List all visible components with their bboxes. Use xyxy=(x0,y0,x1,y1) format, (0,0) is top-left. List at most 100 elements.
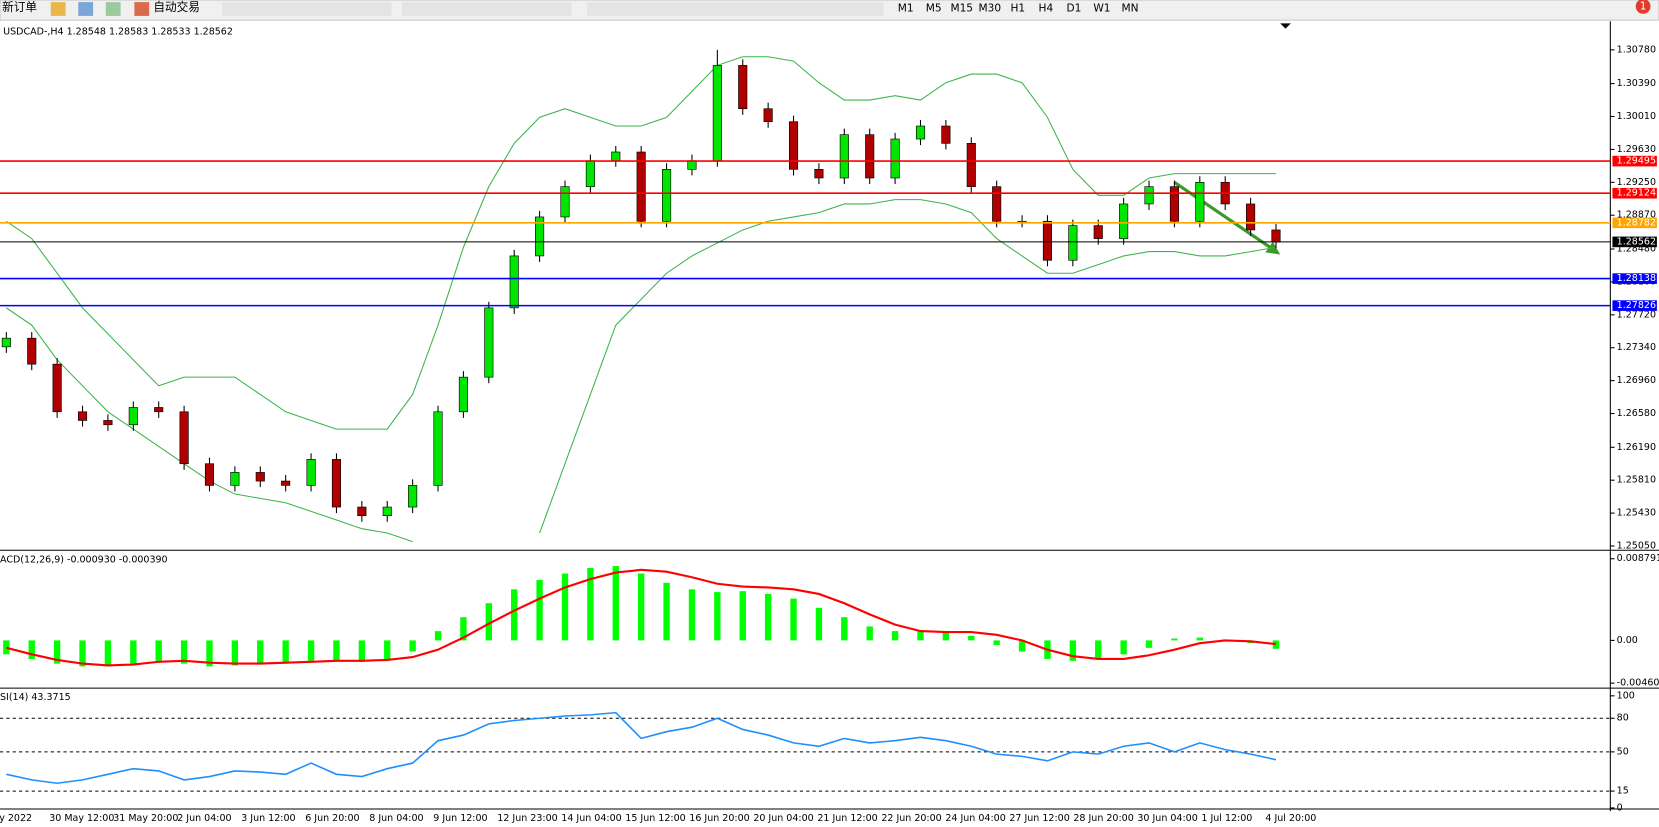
level-tag xyxy=(1612,273,1657,284)
candle-body xyxy=(281,480,291,486)
macd-bar xyxy=(688,589,696,641)
icon[interactable] xyxy=(105,2,121,16)
x-tick-label: 28 Jun 20:00 xyxy=(1073,813,1133,824)
rsi-label: 80 xyxy=(1617,713,1629,724)
macd-label: ACD(12,26,9) -0.000930 -0.000390 xyxy=(0,554,168,565)
candle-body xyxy=(941,125,951,144)
candle-body xyxy=(1068,225,1078,261)
badge-count: 1 xyxy=(1640,0,1647,12)
candle-body xyxy=(1,337,11,348)
timeframe[interactable]: H1 xyxy=(1010,2,1025,14)
x-tick-label: 12 Jun 23:00 xyxy=(497,813,557,824)
candle-body xyxy=(27,337,37,365)
price-label: 1.29250 xyxy=(1617,177,1656,188)
price-label: 1.28480 xyxy=(1617,243,1656,254)
price-label: 1.26190 xyxy=(1617,442,1656,453)
macd-bar xyxy=(714,592,721,641)
timeframe[interactable]: M1 xyxy=(898,2,914,14)
macd-bar xyxy=(1145,640,1153,648)
candle-body xyxy=(306,459,316,486)
timeframe[interactable]: M15 xyxy=(950,2,973,14)
macd-bar xyxy=(485,603,492,641)
candle-body xyxy=(1271,229,1281,243)
candle-body xyxy=(966,143,976,187)
candle-body xyxy=(154,407,164,413)
candle-body xyxy=(1195,181,1205,222)
macd-label: 0.008791 xyxy=(1617,553,1659,564)
timeframe[interactable]: M5 xyxy=(926,2,942,14)
candle-body xyxy=(687,160,697,170)
x-tick-label: 15 Jun 12:00 xyxy=(625,813,685,824)
timeframe[interactable]: MN xyxy=(1121,2,1138,14)
macd-bar xyxy=(587,567,594,641)
candle-body xyxy=(103,420,113,426)
new-order[interactable]: 新订单 xyxy=(2,0,37,14)
price-label: 1.30780 xyxy=(1617,44,1656,55)
macd-bar xyxy=(663,582,670,641)
candle-body xyxy=(636,151,646,222)
candle-body xyxy=(52,363,62,413)
drawing-tools[interactable] xyxy=(587,2,884,16)
level-label: 1.29495 xyxy=(1617,156,1656,167)
macd-bar xyxy=(993,640,1000,646)
macd-bar xyxy=(612,566,619,641)
candle-body xyxy=(1042,220,1053,261)
macd-bar xyxy=(942,631,950,641)
candle-body xyxy=(509,255,519,309)
tool-icons[interactable] xyxy=(222,2,392,16)
rsi-label: 100 xyxy=(1617,690,1635,701)
macd-bar xyxy=(917,631,924,641)
candle-body xyxy=(382,506,392,517)
candle-body xyxy=(1246,203,1256,231)
candle-body xyxy=(915,125,926,140)
level-label: 1.28562 xyxy=(1617,236,1656,247)
timeframe[interactable]: D1 xyxy=(1066,2,1081,14)
macd-bar xyxy=(384,640,391,659)
x-tick-label: 1 Jul 12:00 xyxy=(1201,813,1252,824)
macd-bar xyxy=(637,573,645,641)
x-tick-label: 8 Jun 04:00 xyxy=(369,813,423,824)
price-label: 1.29630 xyxy=(1617,144,1656,155)
auto-trading[interactable]: 自动交易 xyxy=(153,0,200,14)
macd-bar xyxy=(206,640,213,667)
macd-bar xyxy=(28,640,35,659)
price-label: 1.30010 xyxy=(1617,111,1656,122)
x-tick-label: 14 Jun 04:00 xyxy=(561,813,621,824)
timeframe[interactable]: H4 xyxy=(1039,2,1054,14)
macd-bar xyxy=(53,640,61,664)
level-tag xyxy=(1612,155,1657,167)
x-tick-label: 16 Jun 20:00 xyxy=(689,813,749,824)
macd-bar xyxy=(155,640,162,661)
x-tick-label: 6 Jun 20:00 xyxy=(305,813,359,824)
timeframe[interactable]: W1 xyxy=(1093,2,1110,14)
macd-bar xyxy=(1018,640,1026,652)
price-label: 1.26960 xyxy=(1617,375,1656,386)
macd-bar xyxy=(866,626,873,641)
timeframe[interactable]: M30 xyxy=(979,2,1002,14)
candle-body xyxy=(433,411,443,486)
price-label: 1.27720 xyxy=(1617,309,1656,320)
icon[interactable] xyxy=(78,2,94,16)
x-tick-label: May 2022 xyxy=(0,813,32,824)
level-label: 1.28782 xyxy=(1617,217,1656,228)
badge[interactable] xyxy=(1635,0,1651,14)
price-label: 1.26580 xyxy=(1617,408,1656,419)
candle-body xyxy=(839,134,849,179)
macd-bar xyxy=(358,640,366,662)
x-tick-label: 31 May 20:00 xyxy=(113,813,178,824)
tool-icons[interactable] xyxy=(402,2,572,16)
candle-body xyxy=(331,459,342,508)
candle-body xyxy=(230,472,240,486)
x-tick-label: 2 Jun 04:00 xyxy=(177,813,231,824)
x-tick-label: 3 Jun 12:00 xyxy=(241,813,295,824)
icon[interactable] xyxy=(50,2,66,16)
macd-bar xyxy=(1069,640,1077,661)
macd-bar xyxy=(536,580,543,641)
candle-body xyxy=(458,376,468,413)
candle-body xyxy=(1144,186,1154,205)
icon[interactable] xyxy=(134,2,150,16)
macd-bar xyxy=(79,640,86,667)
level-label: 1.27826 xyxy=(1617,300,1656,311)
macd-bar xyxy=(1120,640,1127,655)
